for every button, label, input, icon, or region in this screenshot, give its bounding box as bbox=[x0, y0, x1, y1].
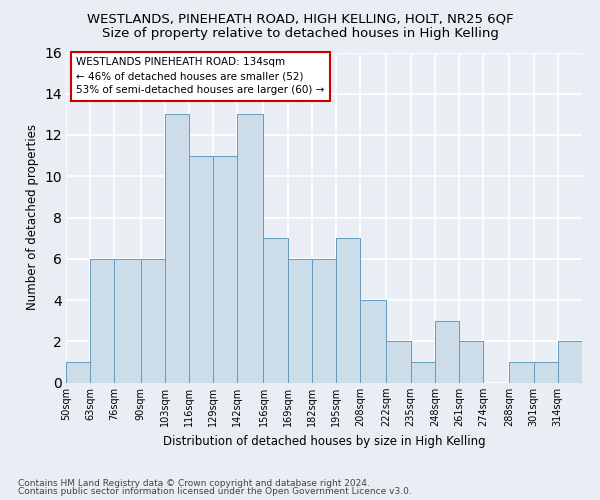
Bar bbox=[509, 362, 533, 382]
Bar bbox=[361, 300, 386, 382]
Text: WESTLANDS PINEHEATH ROAD: 134sqm
← 46% of detached houses are smaller (52)
53% o: WESTLANDS PINEHEATH ROAD: 134sqm ← 46% o… bbox=[76, 58, 325, 96]
Bar bbox=[66, 362, 90, 382]
Bar bbox=[459, 341, 483, 382]
Bar bbox=[410, 362, 435, 382]
Text: Contains public sector information licensed under the Open Government Licence v3: Contains public sector information licen… bbox=[18, 487, 412, 496]
Bar bbox=[287, 259, 312, 382]
Bar bbox=[263, 238, 287, 382]
Bar bbox=[115, 259, 140, 382]
Bar bbox=[189, 156, 213, 382]
Bar bbox=[558, 341, 582, 382]
X-axis label: Distribution of detached houses by size in High Kelling: Distribution of detached houses by size … bbox=[163, 434, 485, 448]
Bar bbox=[435, 320, 459, 382]
Bar bbox=[213, 156, 238, 382]
Bar bbox=[533, 362, 558, 382]
Bar bbox=[90, 259, 115, 382]
Text: Size of property relative to detached houses in High Kelling: Size of property relative to detached ho… bbox=[101, 28, 499, 40]
Bar bbox=[386, 341, 410, 382]
Text: WESTLANDS, PINEHEATH ROAD, HIGH KELLING, HOLT, NR25 6QF: WESTLANDS, PINEHEATH ROAD, HIGH KELLING,… bbox=[86, 12, 514, 26]
Text: Contains HM Land Registry data © Crown copyright and database right 2024.: Contains HM Land Registry data © Crown c… bbox=[18, 478, 370, 488]
Bar bbox=[312, 259, 336, 382]
Y-axis label: Number of detached properties: Number of detached properties bbox=[26, 124, 38, 310]
Bar bbox=[165, 114, 189, 382]
Bar bbox=[238, 114, 263, 382]
Bar bbox=[336, 238, 361, 382]
Bar bbox=[140, 259, 165, 382]
